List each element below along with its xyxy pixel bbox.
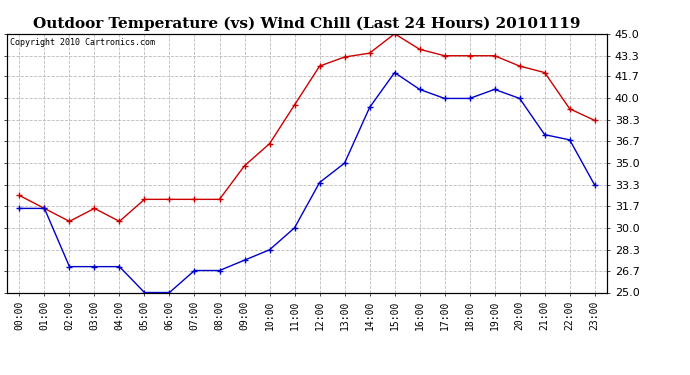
Text: Copyright 2010 Cartronics.com: Copyright 2010 Cartronics.com <box>10 38 155 46</box>
Title: Outdoor Temperature (vs) Wind Chill (Last 24 Hours) 20101119: Outdoor Temperature (vs) Wind Chill (Las… <box>33 17 581 31</box>
